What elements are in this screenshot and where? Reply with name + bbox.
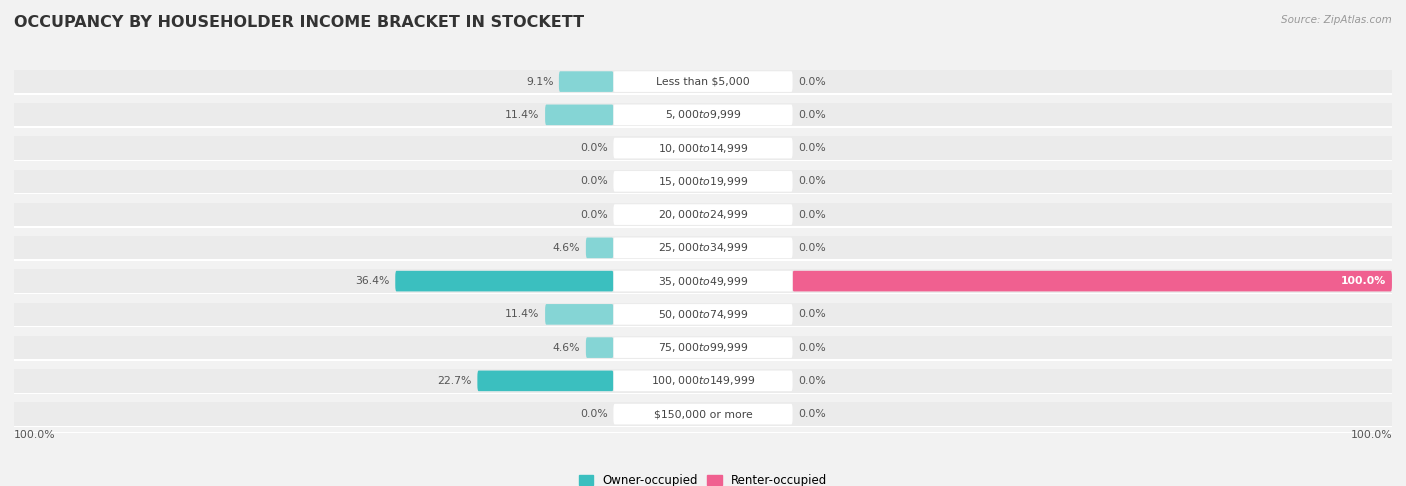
Text: 0.0%: 0.0% xyxy=(799,343,825,353)
Text: 22.7%: 22.7% xyxy=(437,376,472,386)
Text: $5,000 to $9,999: $5,000 to $9,999 xyxy=(665,108,741,122)
FancyBboxPatch shape xyxy=(14,432,1392,434)
Text: 0.0%: 0.0% xyxy=(799,110,825,120)
FancyBboxPatch shape xyxy=(14,402,1392,426)
FancyBboxPatch shape xyxy=(14,70,1392,93)
Text: 0.0%: 0.0% xyxy=(581,409,607,419)
FancyBboxPatch shape xyxy=(14,203,1392,226)
Text: 4.6%: 4.6% xyxy=(553,343,581,353)
Text: 0.0%: 0.0% xyxy=(799,243,825,253)
Text: $10,000 to $14,999: $10,000 to $14,999 xyxy=(658,141,748,155)
Text: $25,000 to $34,999: $25,000 to $34,999 xyxy=(658,242,748,254)
FancyBboxPatch shape xyxy=(14,160,1392,161)
Text: 0.0%: 0.0% xyxy=(799,77,825,87)
Legend: Owner-occupied, Renter-occupied: Owner-occupied, Renter-occupied xyxy=(574,469,832,486)
FancyBboxPatch shape xyxy=(14,369,1392,393)
FancyBboxPatch shape xyxy=(613,238,793,258)
FancyBboxPatch shape xyxy=(14,236,1392,260)
Text: 0.0%: 0.0% xyxy=(799,310,825,319)
Text: $150,000 or more: $150,000 or more xyxy=(654,409,752,419)
FancyBboxPatch shape xyxy=(586,238,613,258)
Text: 100.0%: 100.0% xyxy=(1341,276,1386,286)
FancyBboxPatch shape xyxy=(613,171,793,191)
FancyBboxPatch shape xyxy=(613,204,793,225)
FancyBboxPatch shape xyxy=(613,271,793,292)
Text: 4.6%: 4.6% xyxy=(553,243,581,253)
FancyBboxPatch shape xyxy=(613,370,793,391)
FancyBboxPatch shape xyxy=(613,104,793,125)
FancyBboxPatch shape xyxy=(14,269,1392,293)
Text: 9.1%: 9.1% xyxy=(526,77,554,87)
FancyBboxPatch shape xyxy=(14,170,1392,193)
FancyBboxPatch shape xyxy=(14,393,1392,394)
Text: 0.0%: 0.0% xyxy=(799,176,825,186)
Text: $75,000 to $99,999: $75,000 to $99,999 xyxy=(658,341,748,354)
Text: 0.0%: 0.0% xyxy=(799,143,825,153)
Text: Less than $5,000: Less than $5,000 xyxy=(657,77,749,87)
Text: $35,000 to $49,999: $35,000 to $49,999 xyxy=(658,275,748,288)
Text: $100,000 to $149,999: $100,000 to $149,999 xyxy=(651,374,755,387)
FancyBboxPatch shape xyxy=(613,404,793,424)
Text: Source: ZipAtlas.com: Source: ZipAtlas.com xyxy=(1281,15,1392,25)
FancyBboxPatch shape xyxy=(546,104,613,125)
Text: 0.0%: 0.0% xyxy=(581,143,607,153)
Text: 11.4%: 11.4% xyxy=(505,310,540,319)
Text: $15,000 to $19,999: $15,000 to $19,999 xyxy=(658,175,748,188)
FancyBboxPatch shape xyxy=(546,304,613,325)
FancyBboxPatch shape xyxy=(14,326,1392,328)
FancyBboxPatch shape xyxy=(14,226,1392,227)
FancyBboxPatch shape xyxy=(613,138,793,158)
Text: $50,000 to $74,999: $50,000 to $74,999 xyxy=(658,308,748,321)
FancyBboxPatch shape xyxy=(478,370,613,391)
Text: 11.4%: 11.4% xyxy=(505,110,540,120)
FancyBboxPatch shape xyxy=(14,260,1392,261)
FancyBboxPatch shape xyxy=(14,336,1392,359)
Text: 0.0%: 0.0% xyxy=(581,176,607,186)
Text: 0.0%: 0.0% xyxy=(799,209,825,220)
Text: 100.0%: 100.0% xyxy=(1350,430,1392,440)
FancyBboxPatch shape xyxy=(613,337,793,358)
FancyBboxPatch shape xyxy=(14,126,1392,128)
Text: 0.0%: 0.0% xyxy=(799,376,825,386)
FancyBboxPatch shape xyxy=(613,71,793,92)
Text: $20,000 to $24,999: $20,000 to $24,999 xyxy=(658,208,748,221)
Text: 100.0%: 100.0% xyxy=(14,430,56,440)
FancyBboxPatch shape xyxy=(14,137,1392,160)
Text: OCCUPANCY BY HOUSEHOLDER INCOME BRACKET IN STOCKETT: OCCUPANCY BY HOUSEHOLDER INCOME BRACKET … xyxy=(14,15,583,30)
Text: 0.0%: 0.0% xyxy=(581,209,607,220)
FancyBboxPatch shape xyxy=(14,303,1392,326)
FancyBboxPatch shape xyxy=(14,193,1392,194)
FancyBboxPatch shape xyxy=(14,293,1392,294)
FancyBboxPatch shape xyxy=(395,271,613,292)
FancyBboxPatch shape xyxy=(560,71,613,92)
FancyBboxPatch shape xyxy=(613,304,793,325)
FancyBboxPatch shape xyxy=(14,103,1392,126)
Text: 0.0%: 0.0% xyxy=(799,409,825,419)
FancyBboxPatch shape xyxy=(14,93,1392,95)
FancyBboxPatch shape xyxy=(14,359,1392,361)
FancyBboxPatch shape xyxy=(793,271,1392,292)
Text: 36.4%: 36.4% xyxy=(356,276,389,286)
FancyBboxPatch shape xyxy=(586,337,613,358)
FancyBboxPatch shape xyxy=(14,426,1392,427)
